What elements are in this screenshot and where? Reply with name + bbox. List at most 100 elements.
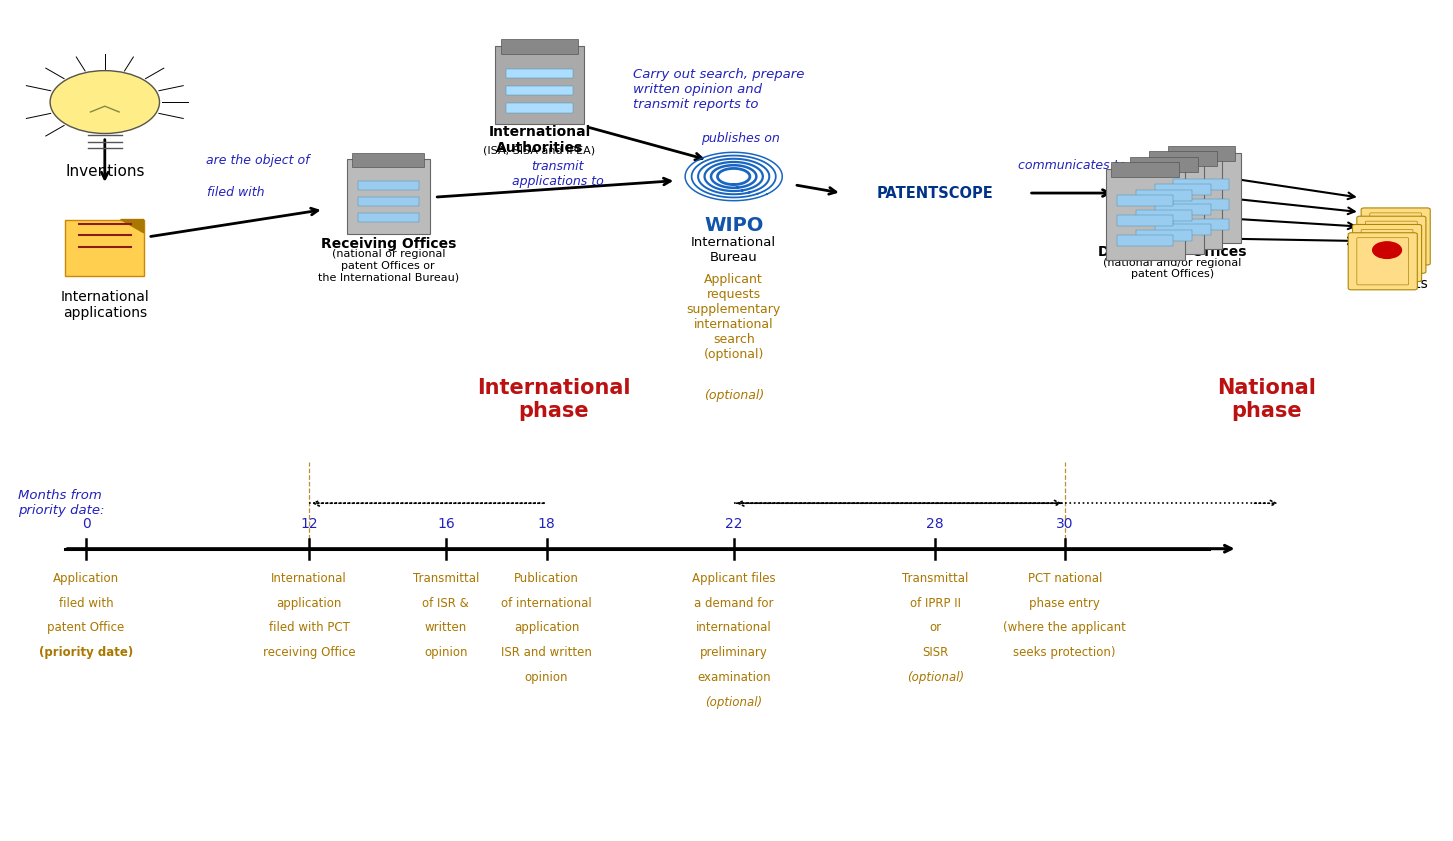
Text: International
applications: International applications — [61, 290, 150, 320]
Text: seeks protection): seeks protection) — [1013, 646, 1116, 659]
Text: opinion: opinion — [424, 646, 468, 659]
Text: Inventions: Inventions — [65, 164, 144, 179]
Text: written: written — [424, 621, 466, 634]
FancyBboxPatch shape — [357, 197, 418, 206]
FancyBboxPatch shape — [1112, 162, 1178, 177]
Text: (optional): (optional) — [703, 389, 764, 402]
Text: SISR: SISR — [923, 646, 949, 659]
Text: Transmittal: Transmittal — [413, 572, 479, 584]
Text: (optional): (optional) — [705, 696, 763, 709]
Text: (where the applicant: (where the applicant — [1003, 621, 1126, 634]
Polygon shape — [121, 220, 144, 233]
Text: 0: 0 — [81, 516, 90, 531]
Text: publishes on: publishes on — [702, 132, 780, 145]
Text: International
Bureau: International Bureau — [692, 236, 776, 264]
FancyBboxPatch shape — [1155, 204, 1210, 215]
Text: Applicant
requests
supplementary
international
search
(optional): Applicant requests supplementary interna… — [687, 273, 780, 361]
FancyBboxPatch shape — [1174, 179, 1229, 190]
Text: ISR and written: ISR and written — [501, 646, 591, 659]
Text: receiving Office: receiving Office — [263, 646, 356, 659]
Text: Designated Offices: Designated Offices — [1098, 246, 1247, 259]
FancyBboxPatch shape — [1155, 184, 1210, 195]
Text: opinion: opinion — [525, 671, 568, 684]
FancyBboxPatch shape — [64, 220, 144, 276]
Text: a demand for: a demand for — [695, 596, 773, 610]
Text: Application: Application — [52, 572, 119, 584]
Text: preliminary: preliminary — [700, 646, 767, 659]
FancyBboxPatch shape — [1136, 209, 1191, 220]
Text: Carry out search, prepare
written opinion and
transmit reports to: Carry out search, prepare written opinio… — [634, 68, 805, 111]
Text: application: application — [276, 596, 341, 610]
FancyBboxPatch shape — [1149, 151, 1216, 167]
FancyBboxPatch shape — [1136, 230, 1191, 241]
FancyBboxPatch shape — [1174, 199, 1229, 210]
Text: International: International — [272, 572, 347, 584]
Text: examination: examination — [697, 671, 770, 684]
FancyBboxPatch shape — [506, 86, 572, 95]
FancyBboxPatch shape — [1106, 169, 1184, 260]
FancyBboxPatch shape — [1168, 145, 1235, 161]
FancyBboxPatch shape — [1117, 235, 1174, 246]
Text: or: or — [928, 621, 942, 634]
Text: 12: 12 — [301, 516, 318, 531]
FancyBboxPatch shape — [1136, 190, 1191, 200]
Text: Transmittal: Transmittal — [902, 572, 968, 584]
Text: International
phase: International phase — [477, 378, 631, 421]
Text: WIPO: WIPO — [705, 216, 763, 235]
FancyBboxPatch shape — [1125, 163, 1203, 254]
FancyBboxPatch shape — [357, 181, 418, 190]
Text: of international: of international — [501, 596, 591, 610]
FancyBboxPatch shape — [1117, 195, 1174, 206]
FancyBboxPatch shape — [347, 159, 430, 234]
Text: (ISA, SISA and IPEA): (ISA, SISA and IPEA) — [484, 145, 596, 155]
Text: phase entry: phase entry — [1029, 596, 1100, 610]
Text: 22: 22 — [725, 516, 742, 531]
FancyBboxPatch shape — [1357, 216, 1425, 273]
FancyBboxPatch shape — [1361, 208, 1430, 265]
Text: are the object of: are the object of — [205, 154, 309, 167]
FancyBboxPatch shape — [1155, 225, 1210, 235]
FancyBboxPatch shape — [1130, 156, 1197, 172]
Text: filed with: filed with — [206, 186, 264, 198]
Circle shape — [49, 71, 160, 134]
Text: PATENTSCOPE: PATENTSCOPE — [876, 186, 994, 200]
Text: of IPRP II: of IPRP II — [910, 596, 960, 610]
Text: Publication: Publication — [514, 572, 580, 584]
FancyBboxPatch shape — [506, 69, 572, 78]
Text: (priority date): (priority date) — [39, 646, 134, 659]
Text: grant: grant — [1348, 235, 1385, 247]
FancyBboxPatch shape — [495, 45, 584, 124]
Text: filed with PCT: filed with PCT — [269, 621, 350, 634]
FancyBboxPatch shape — [1117, 215, 1174, 226]
Text: 18: 18 — [538, 516, 555, 531]
Text: National
phase: National phase — [1216, 378, 1315, 421]
Text: communicates to: communicates to — [1017, 159, 1126, 172]
Text: transmit
applications to: transmit applications to — [511, 160, 603, 188]
Text: of ISR &: of ISR & — [423, 596, 469, 610]
FancyBboxPatch shape — [352, 152, 424, 167]
FancyBboxPatch shape — [1353, 225, 1421, 282]
Text: (national or regional
patent Offices or
the International Bureau): (national or regional patent Offices or … — [318, 249, 459, 283]
FancyBboxPatch shape — [1162, 152, 1241, 244]
Text: Receiving Offices: Receiving Offices — [321, 237, 456, 251]
Text: 16: 16 — [437, 516, 455, 531]
Text: application: application — [514, 621, 580, 634]
Text: patent Office: patent Office — [48, 621, 125, 634]
Text: 30: 30 — [1056, 516, 1074, 531]
Text: (optional): (optional) — [907, 671, 963, 684]
Text: international: international — [696, 621, 772, 634]
Text: PCT national: PCT national — [1027, 572, 1101, 584]
Text: filed with: filed with — [58, 596, 113, 610]
Text: International
Authorities: International Authorities — [488, 125, 590, 156]
FancyBboxPatch shape — [1174, 219, 1229, 230]
FancyBboxPatch shape — [1348, 233, 1417, 290]
Text: (national and/or regional
patent Offices): (national and/or regional patent Offices… — [1103, 257, 1242, 279]
Text: Applicant files: Applicant files — [692, 572, 776, 584]
Text: Months from
priority date:: Months from priority date: — [19, 489, 105, 517]
Text: Patents: Patents — [1377, 278, 1428, 292]
FancyBboxPatch shape — [501, 40, 578, 54]
FancyBboxPatch shape — [357, 214, 418, 222]
Text: 28: 28 — [927, 516, 944, 531]
FancyBboxPatch shape — [1144, 158, 1222, 249]
FancyBboxPatch shape — [506, 103, 572, 113]
